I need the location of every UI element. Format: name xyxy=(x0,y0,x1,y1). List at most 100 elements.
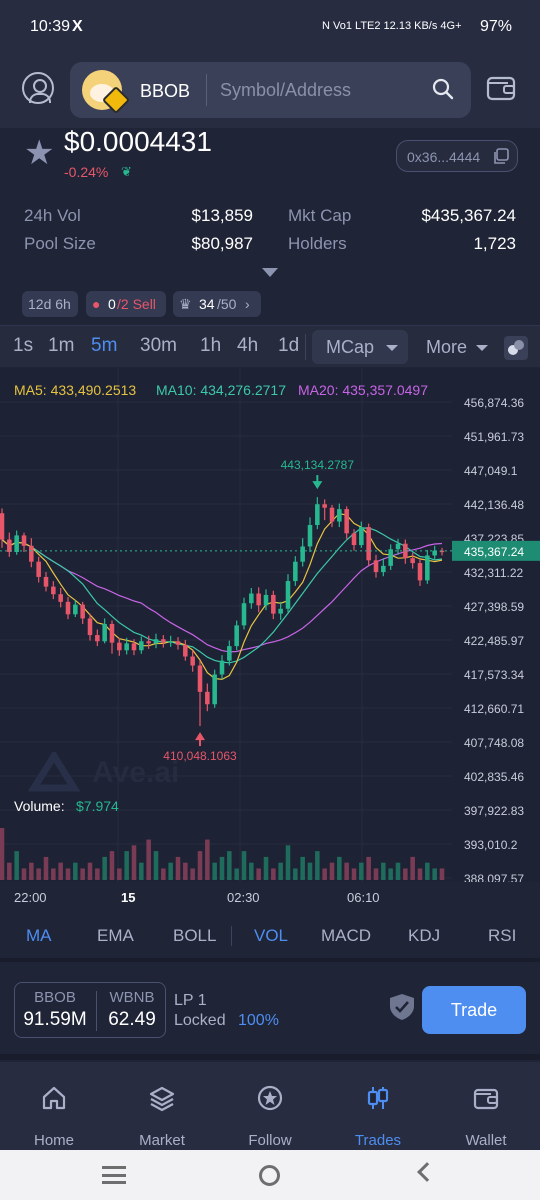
indicator-kdj[interactable]: KDJ xyxy=(408,926,441,945)
chart-settings-icon[interactable] xyxy=(504,336,528,360)
volume-bar xyxy=(43,856,49,880)
nav-home[interactable]: Home xyxy=(0,1080,108,1149)
indicator-ema[interactable]: EMA xyxy=(97,926,134,945)
indicator-ma[interactable]: MA xyxy=(26,926,52,945)
tf-1s[interactable]: 1s xyxy=(13,335,34,356)
candle-body xyxy=(315,504,320,526)
nav-wallet[interactable]: Wallet xyxy=(432,1080,540,1149)
candle-body xyxy=(36,561,41,577)
recent-apps-icon[interactable] xyxy=(102,1166,126,1184)
favorite-star-icon[interactable]: ★ xyxy=(24,134,55,172)
mkt-cap-value: $435,367.24 xyxy=(421,206,516,225)
volume-bar xyxy=(190,868,195,880)
ma5-label: MA5: 433,490.2513 xyxy=(14,382,137,398)
volume-bar xyxy=(285,845,291,880)
tf-4h[interactable]: 4h xyxy=(237,335,259,356)
volume-bar xyxy=(344,862,349,880)
tf-1d[interactable]: 1d xyxy=(278,335,300,356)
candle-body xyxy=(14,535,19,553)
x-tick-label: 15 xyxy=(121,890,136,905)
y-tick-label: 442,136.48 xyxy=(464,498,524,512)
price-chart[interactable]: 456,874.36 451,961.73 447,049.1 442,136.48 4… xyxy=(0,368,540,882)
x-tick-label: 22:00 xyxy=(14,890,47,905)
indicator-vol[interactable]: VOL xyxy=(254,926,289,945)
nav-trades-label: Trades xyxy=(354,1132,402,1149)
candle-body xyxy=(65,601,71,615)
volume-bar xyxy=(388,868,393,880)
nav-trades[interactable]: Trades xyxy=(324,1080,432,1149)
volume-bar xyxy=(410,856,415,880)
search-icon[interactable] xyxy=(432,78,454,100)
volume-bar xyxy=(234,868,239,880)
home-button-icon[interactable] xyxy=(259,1165,280,1186)
y-tick-label: 393,010.2 xyxy=(464,838,518,852)
holders-rank-chip[interactable]: ♛ 34 /50 › xyxy=(173,291,261,317)
volume-bar xyxy=(351,868,357,880)
shield-check-icon[interactable] xyxy=(388,992,416,1022)
lp-label: LP 1 xyxy=(174,992,207,1009)
locked-percent: 100% xyxy=(238,1012,279,1029)
volume-bar xyxy=(102,856,107,880)
status-bar: 10:39 X N Vo1 LTE2 12.13 KB/s 4G+ 97% xyxy=(0,0,540,58)
volume-bar xyxy=(205,839,210,880)
token-avatar xyxy=(82,70,122,110)
candle-body xyxy=(322,504,327,508)
candle-body xyxy=(51,586,56,595)
mcap-dropdown[interactable]: MCap xyxy=(312,330,408,364)
bottom-nav: Home Market Follow Trades Wallet xyxy=(0,1062,540,1150)
volume-bar xyxy=(381,862,386,880)
back-icon[interactable] xyxy=(417,1162,437,1182)
chart-canvas[interactable]: 456,874.36 451,961.73 447,049.1 442,136.48 4… xyxy=(0,368,540,882)
candle-body xyxy=(256,593,261,606)
candle-body xyxy=(373,560,379,573)
tf-1m[interactable]: 1m xyxy=(48,335,75,356)
volume-bar xyxy=(227,851,232,880)
tf-5m[interactable]: 5m xyxy=(91,335,118,356)
candle-body xyxy=(212,674,217,705)
nav-market[interactable]: Market xyxy=(108,1080,216,1149)
volume-bar xyxy=(7,862,12,880)
nav-wallet-label: Wallet xyxy=(465,1132,507,1149)
y-tick-label: 407,748.08 xyxy=(464,736,524,750)
more-dropdown[interactable]: More xyxy=(414,330,496,364)
nav-follow-label: Follow xyxy=(248,1132,292,1149)
volume-bar xyxy=(80,868,85,880)
volume-bar xyxy=(337,856,342,880)
y-tick-label: 427,398.59 xyxy=(464,600,524,614)
volume-bar xyxy=(425,862,430,880)
volume-bar xyxy=(183,862,188,880)
money-bag-icon: ● xyxy=(92,296,101,312)
volume-label: Volume: xyxy=(14,798,65,814)
volume-bar xyxy=(366,856,371,880)
ma10-label: MA10: 434,276.2717 xyxy=(156,382,286,398)
trade-button[interactable]: Trade xyxy=(422,986,526,1034)
high-value-label: 443,134.2787 xyxy=(281,458,355,472)
tf-30m[interactable]: 30m xyxy=(140,335,177,356)
sell-count: 0 xyxy=(108,296,116,312)
search-input[interactable] xyxy=(220,76,410,104)
volume-bar xyxy=(417,868,423,880)
indicator-rsi[interactable]: RSI xyxy=(488,926,517,945)
wallet-icon[interactable] xyxy=(486,74,516,102)
profile-icon[interactable] xyxy=(22,72,54,104)
y-tick-label: 412,660.71 xyxy=(464,702,524,716)
search-divider xyxy=(206,74,207,106)
locked-label: Locked xyxy=(174,1012,226,1029)
volume-value: $7.974 xyxy=(76,798,119,814)
indicator-macd[interactable]: MACD xyxy=(321,926,372,945)
candle-body xyxy=(197,665,203,692)
crown-value: 34 xyxy=(199,296,215,312)
mkt-cap-label: Mkt Cap xyxy=(288,206,352,225)
contract-address[interactable]: 0x36...4444 xyxy=(396,140,518,172)
volume-bar xyxy=(153,851,159,880)
expand-caret-icon[interactable] xyxy=(262,268,278,277)
indicator-boll[interactable]: BOLL xyxy=(173,926,217,945)
search-bar[interactable]: BBOB xyxy=(70,62,471,118)
nav-follow[interactable]: Follow xyxy=(216,1080,324,1149)
sell-chip[interactable]: ● 0 /2 Sell xyxy=(86,291,166,317)
copy-icon[interactable] xyxy=(493,148,509,164)
tf-1h[interactable]: 1h xyxy=(200,335,222,356)
app-header: BBOB xyxy=(0,58,540,128)
volume-bar xyxy=(117,868,122,880)
volume-bar xyxy=(168,862,173,880)
